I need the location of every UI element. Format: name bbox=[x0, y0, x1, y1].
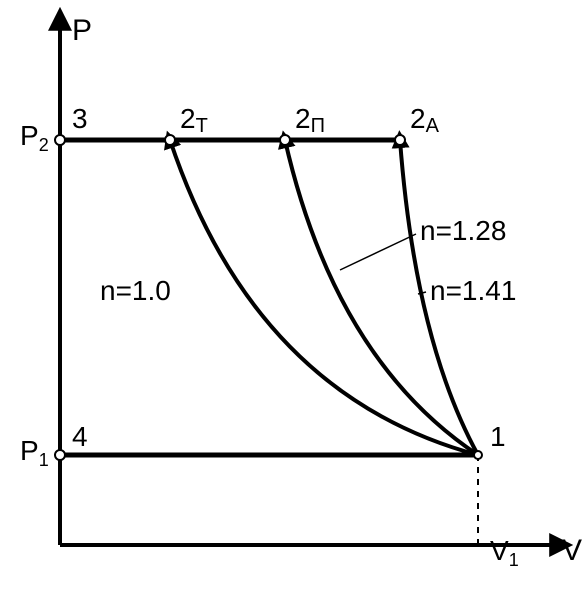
point-n2T bbox=[165, 135, 175, 145]
point-label-n1: 1 bbox=[490, 421, 506, 452]
point-label-n3: 3 bbox=[72, 103, 88, 134]
point-label-n4: 4 bbox=[72, 421, 88, 452]
point-n3 bbox=[55, 135, 65, 145]
x-axis-label: V bbox=[562, 534, 582, 567]
tick-V1: V1 bbox=[490, 535, 519, 570]
point-n2P bbox=[280, 135, 290, 145]
point-n2A bbox=[395, 135, 405, 145]
leader-n128 bbox=[340, 234, 416, 270]
tick-P2: P2 bbox=[20, 120, 49, 155]
annotation-n128: n=1.28 bbox=[420, 215, 506, 246]
tick-P1: P1 bbox=[20, 435, 49, 470]
annotation-n10: n=1.0 bbox=[100, 275, 171, 306]
point-label-n2A: 2А bbox=[410, 103, 440, 137]
point-n1 bbox=[474, 451, 482, 459]
annotation-n141: n=1.41 bbox=[430, 275, 516, 306]
y-axis-label: P bbox=[72, 14, 92, 47]
point-n4 bbox=[55, 450, 65, 460]
point-label-n2P: 2П bbox=[295, 103, 325, 137]
point-label-n2T: 2Т bbox=[180, 103, 208, 137]
